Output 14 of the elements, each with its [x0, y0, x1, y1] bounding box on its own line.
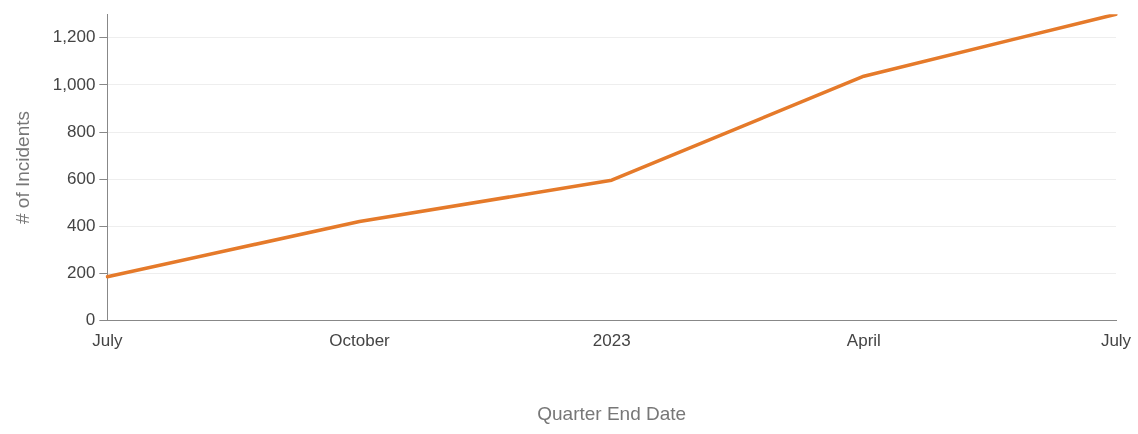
- y-tick-label: 1,200: [52, 27, 96, 47]
- y-tick-label: 0: [85, 310, 96, 330]
- y-tick-label: 800: [66, 121, 96, 141]
- x-tick-label: October: [329, 330, 391, 350]
- y-tick-label: 600: [66, 168, 96, 188]
- x-tick-label: 2023: [592, 330, 631, 350]
- y-tick-label: 200: [66, 263, 96, 283]
- y-axis-title: # of Incidents: [11, 110, 33, 225]
- x-axis-title: Quarter End Date: [537, 402, 687, 424]
- x-tick-label: April: [846, 330, 881, 350]
- x-tick-label: July: [92, 330, 123, 350]
- y-tick-label: 400: [66, 216, 96, 236]
- y-tick-label: 1,000: [52, 74, 96, 94]
- x-tick-label: July: [1100, 330, 1132, 350]
